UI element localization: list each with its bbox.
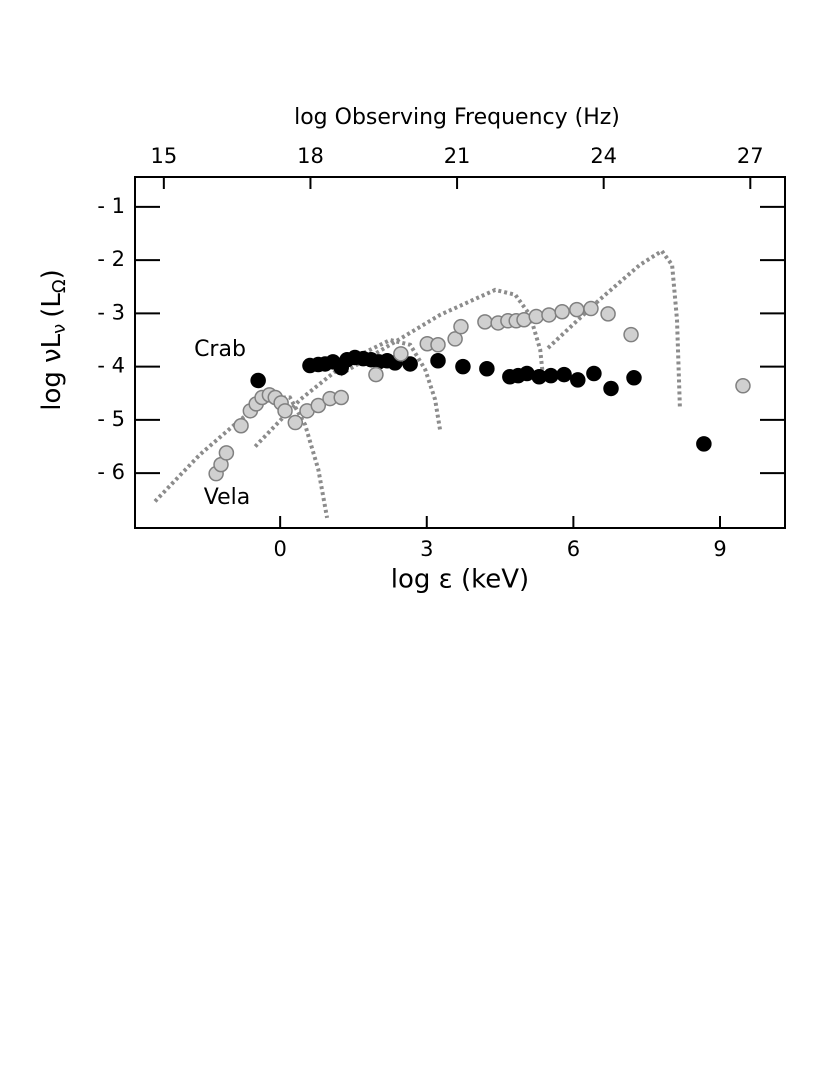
data-point (402, 356, 418, 372)
y-label-sub: ν (49, 324, 70, 334)
data-point (735, 378, 751, 394)
y-tick-label: - 1 (97, 194, 125, 218)
x-axis-label: log ε (keV) (391, 565, 529, 595)
data-point (528, 308, 544, 325)
data-point (554, 304, 570, 320)
model-curve (546, 248, 682, 408)
data-point (586, 365, 602, 382)
data-point (696, 436, 712, 452)
data-point (479, 360, 495, 377)
x-tick-label: 6 (567, 537, 580, 561)
y-tick-label: - 6 (97, 460, 125, 484)
y-label-part: (L (37, 293, 67, 318)
data-point (368, 366, 384, 383)
data-point (250, 372, 266, 389)
data-point (600, 306, 616, 322)
x2-tick-label: 24 (590, 144, 617, 168)
x2-tick-label: 27 (737, 144, 764, 168)
data-point (393, 346, 409, 362)
y-label-part: log νL (37, 333, 67, 410)
x-tick-label: 3 (420, 537, 433, 561)
x2-tick-label: 18 (297, 144, 324, 168)
data-point (287, 414, 304, 431)
data-point (477, 314, 493, 330)
y-label-sub: Ω (49, 279, 70, 293)
data-point (218, 445, 235, 461)
data-point (623, 326, 639, 343)
y-axis-label: log νLν (LΩ) (37, 269, 71, 411)
data-point (310, 397, 327, 414)
y-label-part: ) (37, 269, 67, 279)
x-tick-label: 9 (713, 537, 726, 561)
data-point (333, 389, 349, 406)
data-point (626, 370, 642, 386)
series-label: Vela (204, 485, 250, 510)
data-point (556, 366, 572, 383)
data-point (543, 367, 559, 384)
data-point (570, 372, 586, 388)
data-point (569, 301, 585, 318)
series-label: Crab (194, 337, 246, 362)
model-curve (153, 395, 330, 519)
top-axis-label: log Observing Frequency (Hz) (294, 105, 620, 130)
data-point (455, 358, 471, 375)
x2-tick-label: 15 (150, 144, 177, 168)
data-point (603, 380, 619, 397)
model-curve (339, 287, 546, 379)
data-point (447, 331, 463, 347)
data-point (277, 403, 293, 419)
data-point (583, 300, 599, 317)
plot-frame (134, 176, 786, 529)
y-tick-label: - 2 (97, 247, 125, 271)
data-point (541, 307, 557, 323)
y-tick-label: - 5 (97, 407, 125, 431)
y-tick-label: - 3 (97, 300, 125, 324)
data-point (430, 353, 446, 369)
data-point (453, 318, 469, 335)
y-tick-label: - 4 (97, 354, 125, 378)
data-point (233, 417, 249, 434)
data-point (430, 337, 446, 353)
x2-tick-label: 21 (444, 144, 471, 168)
x-tick-label: 0 (273, 537, 286, 561)
